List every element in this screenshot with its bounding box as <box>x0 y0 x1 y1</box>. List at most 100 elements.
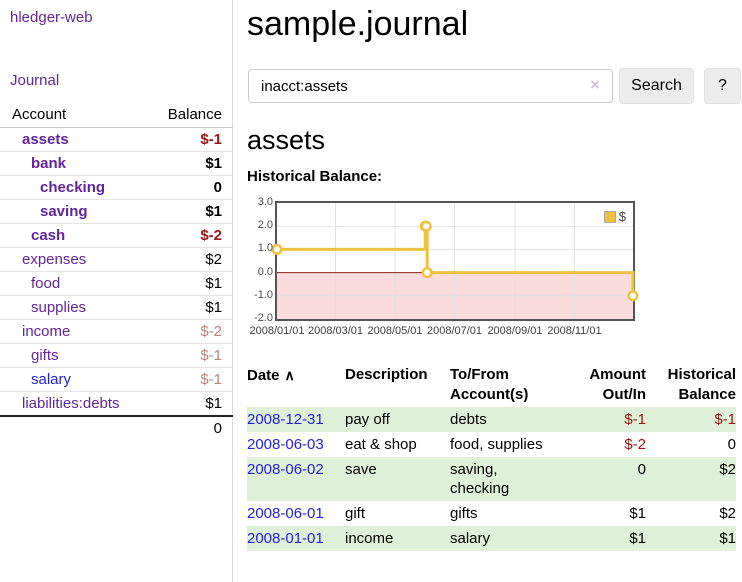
account-heading: assets <box>247 125 326 155</box>
account-cell: expenses <box>0 247 117 272</box>
account-balance: $-1 <box>200 131 222 148</box>
y-axis-tick-label: 3.0 <box>257 196 273 208</box>
register-description-cell: eat & shop <box>345 436 417 453</box>
transaction-date-link[interactable]: 2008-06-03 <box>247 436 324 453</box>
account-balance: $1 <box>116 199 233 224</box>
register-accounts-cell: food, supplies <box>450 436 543 453</box>
register-amount-cell: $-2 <box>624 436 646 453</box>
account-cell: food <box>0 271 117 296</box>
help-button[interactable]: ? <box>704 68 741 104</box>
data-point <box>421 267 433 279</box>
register-balance-cell: $1 <box>719 530 736 547</box>
account-row: gifts $-1 <box>0 343 233 368</box>
x-axis-tick-label: 2008/03/01 <box>307 325 364 337</box>
accounts-col-account: Account <box>0 103 117 128</box>
chart-section-label: Historical Balance: <box>247 168 383 185</box>
account-link[interactable]: checking <box>40 179 106 196</box>
transaction-date-link[interactable]: 2008-06-02 <box>247 461 324 478</box>
register-date-cell: 2008-06-01 <box>247 501 345 526</box>
register-description-cell: income <box>345 530 394 547</box>
register-row: 2008-06-03 eat & shop food, supplies $-2 0 <box>247 432 736 457</box>
legend-swatch <box>603 210 616 223</box>
y-axis-tick-label: -2.0 <box>254 312 273 324</box>
account-row: income $-2 <box>0 319 233 344</box>
app-title-link[interactable]: hledger-web <box>10 9 93 26</box>
sidebar-item-journal[interactable]: Journal <box>10 72 60 89</box>
chart-plot-area[interactable]: $ <box>271 201 639 321</box>
x-axis-tick-label: 2008/01/01 <box>249 325 305 337</box>
transaction-date-link[interactable]: 2008-06-01 <box>247 505 324 522</box>
account-row: saving $1 <box>0 199 233 224</box>
register-row: 2008-06-02 save saving, checking 0 $2 <box>247 457 736 501</box>
clear-search-icon[interactable]: × <box>590 75 600 94</box>
y-axis-tick-label: -1.0 <box>254 288 273 301</box>
register-accounts-cell: gifts <box>450 505 478 522</box>
account-row: assets $-1 <box>0 128 233 152</box>
x-axis-tick-label: 2008/05/01 <box>367 325 423 337</box>
account-link[interactable]: saving <box>40 203 88 220</box>
register-header-row: Date ∧ Description To/From Account(s) Amo… <box>247 363 736 407</box>
register-balance-cell: $-1 <box>714 411 736 428</box>
register-balance-cell: 0 <box>727 436 736 453</box>
account-link[interactable]: gifts <box>31 347 59 364</box>
register-row: 2008-01-01 income salary $1 $1 <box>247 526 736 551</box>
register-description-cell: gift <box>345 505 366 522</box>
register-amount-cell: $-1 <box>624 411 646 428</box>
account-balance: $-2 <box>116 223 233 248</box>
account-link[interactable]: assets <box>22 131 69 148</box>
register-col-balance: Historical Balance <box>667 366 736 403</box>
legend-label: $ <box>618 209 626 224</box>
account-balance: $1 <box>116 391 233 416</box>
account-cell: checking <box>0 175 117 200</box>
register-date-cell: 2008-06-02 <box>247 457 345 501</box>
register-col-accounts: To/From Account(s) <box>450 366 529 403</box>
account-link[interactable]: cash <box>31 227 66 244</box>
chart-svg <box>271 203 639 319</box>
accounts-total-value: 0 <box>116 415 233 440</box>
accounts-table: Account Balance assets $-1 bank $1 checking 0… <box>0 103 233 440</box>
register-col-description: Description <box>345 366 428 383</box>
account-link[interactable]: income <box>22 323 71 340</box>
y-axis-tick-label: 2.0 <box>257 219 273 232</box>
account-balance: $-1 <box>116 367 233 392</box>
account-cell: income <box>0 319 117 344</box>
account-link[interactable]: supplies <box>31 299 87 316</box>
register-date-cell: 2008-06-03 <box>247 432 345 457</box>
register-amount-cell: 0 <box>637 461 646 478</box>
transaction-date-link[interactable]: 2008-01-01 <box>247 530 324 547</box>
register-accounts-cell: debts <box>450 411 487 428</box>
register-row: 2008-06-01 gift gifts $1 $2 <box>247 501 736 526</box>
data-point <box>271 243 283 255</box>
account-row: expenses $2 <box>0 247 233 272</box>
account-cell: assets <box>0 128 117 152</box>
search-input[interactable] <box>248 69 613 103</box>
transaction-date-link[interactable]: 2008-12-31 <box>247 411 324 428</box>
account-link[interactable]: liabilities:debts <box>22 395 120 412</box>
register-col-amount: Amount Out/In <box>589 366 646 403</box>
historical-balance-chart: $ 3.0 2.0 1.0 0.0 -1.0 -2.0 2008/01/01 2008/03… <box>247 196 647 337</box>
account-link[interactable]: salary <box>31 371 72 388</box>
register-table: Date ∧ Description To/From Account(s) Amo… <box>247 363 736 551</box>
register-col-date[interactable]: Date ∧ <box>247 367 295 384</box>
account-cell: gifts <box>0 343 117 368</box>
search-button[interactable]: Search <box>619 68 694 104</box>
register-row: 2008-12-31 pay off debts $-1 $-1 <box>247 407 736 432</box>
account-balance: $-1 <box>116 343 233 368</box>
chart-legend: $ <box>601 208 628 225</box>
account-row: bank $1 <box>0 151 233 176</box>
account-link[interactable]: expenses <box>22 251 87 268</box>
register-description-cell: pay off <box>345 411 390 428</box>
data-point <box>420 220 432 232</box>
account-link[interactable]: bank <box>31 155 67 172</box>
main-content: sample.journal × Search ? assets Histori… <box>247 0 741 551</box>
register-amount-cell: $1 <box>629 505 646 522</box>
accounts-col-balance: Balance <box>116 103 233 128</box>
accounts-total-row: 0 <box>0 415 233 440</box>
account-row: cash $-2 <box>0 223 233 248</box>
x-axis-tick-label: 2008/11/01 <box>547 325 602 337</box>
account-cell: cash <box>0 223 117 248</box>
account-row: checking 0 <box>0 175 233 200</box>
register-accounts-cell: salary <box>450 530 491 547</box>
account-balance: $2 <box>116 247 233 272</box>
account-link[interactable]: food <box>31 275 61 292</box>
